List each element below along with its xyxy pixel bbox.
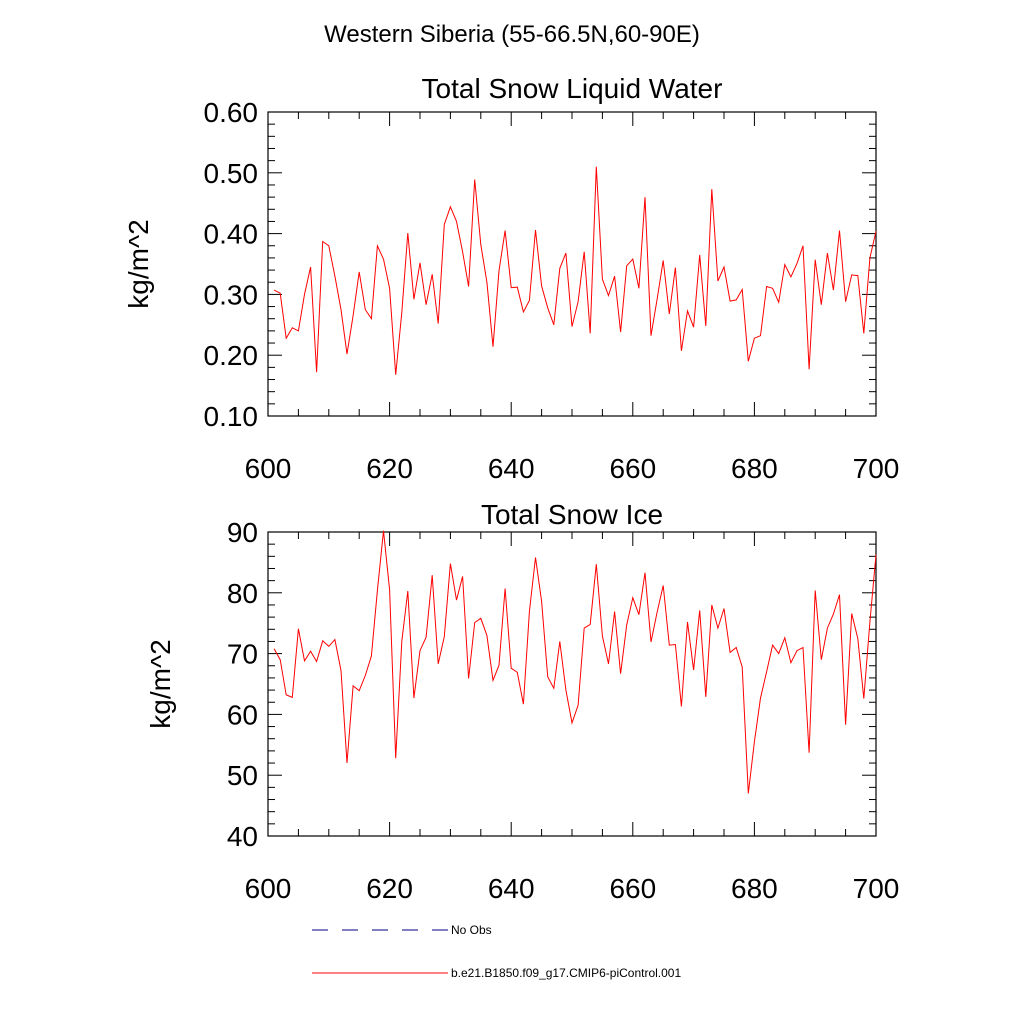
snow-ice-y-tick-label: 40 [227,821,258,852]
snow-ice-y-tick-label: 80 [227,578,258,609]
legend: No Obs b.e21.B1850.f09_g17.CMIP6-piContr… [312,923,681,980]
liquid-water-y-axis-label: kg/m^2 [123,219,154,308]
liquid-water-series-line [273,166,877,375]
liquid-water-panel: Total Snow Liquid Water kg/m^2 600 620 640 66… [123,73,899,484]
snow-ice-y-tick-label: 90 [227,517,258,548]
liquid-water-y-tick-label: 0.40 [204,219,259,250]
liquid-water-y-tick-label: 0.20 [204,340,259,371]
snow-ice-panel: Total Snow Ice kg/m^2 600 620 640 660 680 700 40… [145,499,899,904]
snow-ice-y-tick-label: 60 [227,699,258,730]
legend-label-no-obs: No Obs [451,923,492,937]
snow-ice-x-tick-label: 680 [731,873,778,904]
snow-ice-x-tick-label: 700 [853,873,900,904]
legend-label-model-run: b.e21.B1850.f09_g17.CMIP6-piControl.001 [451,966,681,980]
snow-ice-y-axis-label: kg/m^2 [145,639,176,728]
liquid-water-x-tick-label: 620 [366,453,413,484]
liquid-water-x-tick-label: 600 [245,453,292,484]
liquid-water-y-tick-label: 0.30 [204,279,259,310]
liquid-water-x-tick-label: 680 [731,453,778,484]
liquid-water-chart-title: Total Snow Liquid Water [422,73,723,104]
snow-ice-chart-title: Total Snow Ice [481,499,663,530]
snow-ice-x-tick-label: 640 [488,873,535,904]
liquid-water-x-tick-label: 700 [853,453,900,484]
liquid-water-y-tick-label: 0.50 [204,158,259,189]
liquid-water-x-tick-label: 640 [488,453,535,484]
snow-ice-y-tick-label: 50 [227,760,258,791]
snow-ice-x-tick-label: 660 [609,873,656,904]
snow-ice-x-tick-label: 600 [245,873,292,904]
liquid-water-y-tick-label: 0.10 [204,401,259,432]
snow-ice-plot-frame [267,531,877,837]
snow-ice-y-tick-label: 70 [227,639,258,670]
liquid-water-x-tick-label: 660 [609,453,656,484]
snow-ice-x-tick-label: 620 [366,873,413,904]
snow-ice-series-line [273,530,877,794]
liquid-water-y-tick-label: 0.60 [204,97,259,128]
main-title: Western Siberia (55-66.5N,60-90E) [324,21,700,48]
